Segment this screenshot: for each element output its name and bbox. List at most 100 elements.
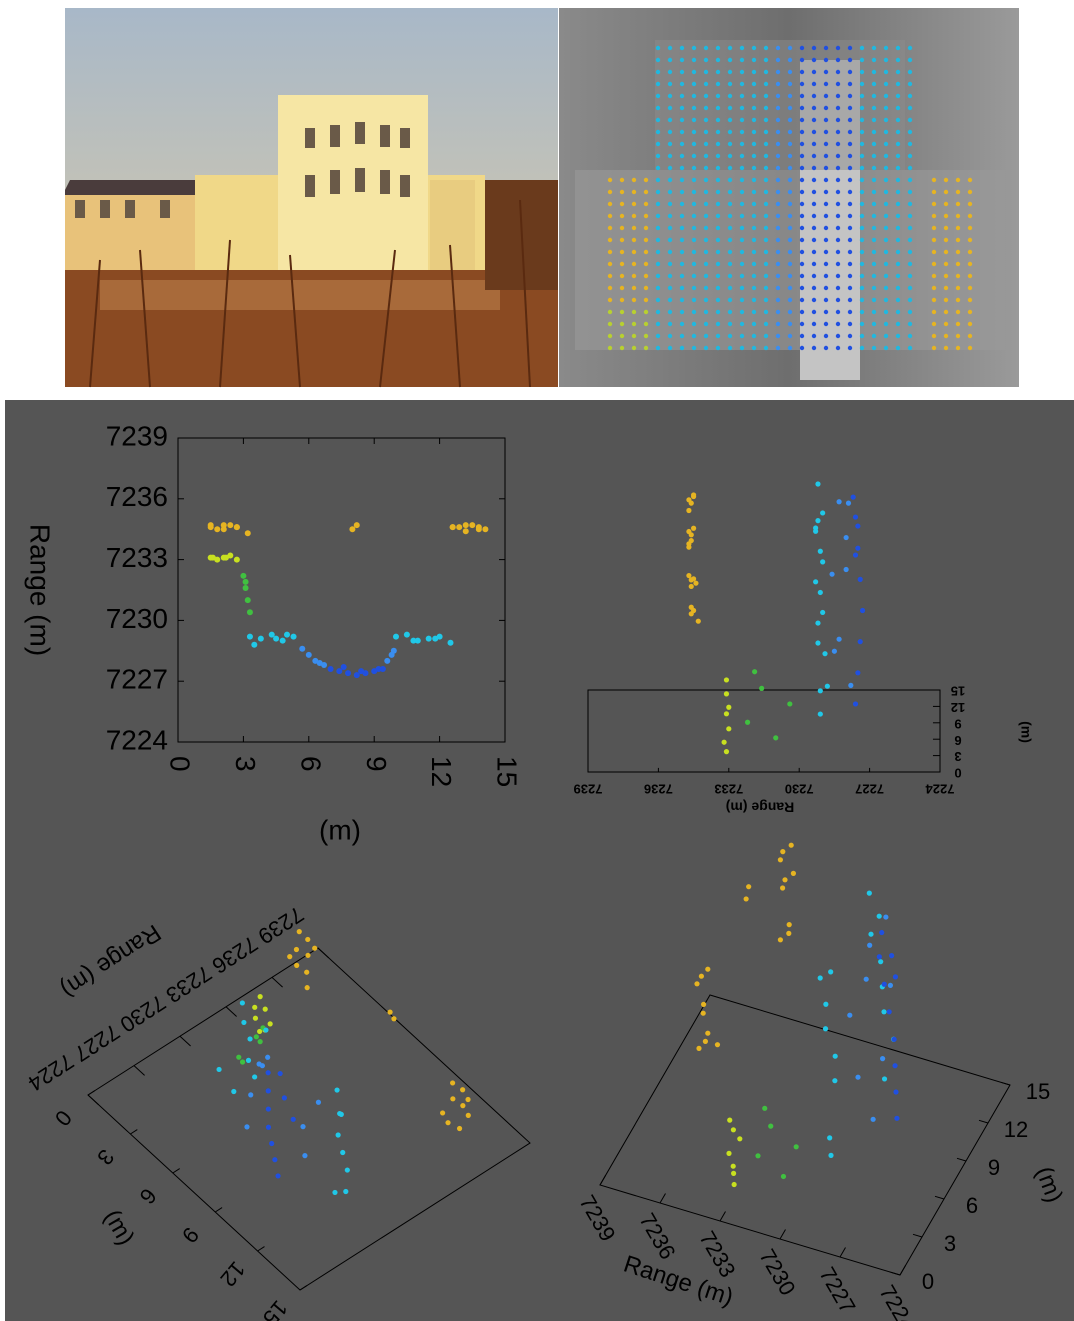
point	[476, 524, 482, 530]
overlay-dot	[704, 334, 708, 338]
overlay-dot	[812, 214, 816, 218]
overlay-dot	[752, 310, 756, 314]
overlay-dot	[884, 334, 888, 338]
point	[867, 943, 872, 948]
overlay-dot	[728, 322, 732, 326]
overlay-dot	[800, 274, 804, 278]
overlay-dot	[824, 142, 828, 146]
overlay-dot	[728, 130, 732, 134]
point	[393, 634, 399, 640]
overlay-dot	[740, 106, 744, 110]
overlay-dot	[896, 250, 900, 254]
overlay-dot	[884, 190, 888, 194]
overlay-dot	[884, 226, 888, 230]
overlay-dot	[704, 178, 708, 182]
point	[701, 1002, 706, 1007]
overlay-dot	[608, 250, 612, 254]
overlay-dot	[848, 166, 852, 170]
overlay-dot	[968, 202, 972, 206]
overlay-dot	[740, 334, 744, 338]
point	[820, 559, 825, 564]
overlay-dot	[932, 286, 936, 290]
point	[263, 1007, 268, 1012]
overlay-dot	[896, 226, 900, 230]
overlay-dot	[608, 274, 612, 278]
overlay-dot	[764, 154, 768, 158]
overlay-dot	[896, 46, 900, 50]
overlay-dot	[716, 250, 720, 254]
overlay-dot	[632, 274, 636, 278]
point	[334, 1087, 339, 1092]
overlay-dot	[704, 46, 708, 50]
overlay-dot	[740, 262, 744, 266]
overlay-dot	[740, 226, 744, 230]
overlay-dot	[872, 106, 876, 110]
overlay-dot	[896, 238, 900, 242]
point	[689, 605, 694, 610]
overlay-dot	[932, 202, 936, 206]
overlay-dot	[800, 238, 804, 242]
overlay-dot	[704, 322, 708, 326]
point	[705, 1031, 710, 1036]
overlay-dot	[896, 274, 900, 278]
point	[482, 526, 488, 532]
overlay-dot	[632, 334, 636, 338]
overlay-dot	[848, 214, 852, 218]
point	[263, 1027, 268, 1032]
x-tick-label: 7230	[785, 782, 814, 797]
overlay-dot	[632, 214, 636, 218]
overlay-dot	[752, 298, 756, 302]
overlay-dot	[656, 142, 660, 146]
overlay-dot	[908, 130, 912, 134]
point	[354, 522, 360, 528]
overlay-dot	[860, 250, 864, 254]
overlay-dot	[884, 106, 888, 110]
overlay-dot	[860, 154, 864, 158]
overlay-dot	[872, 238, 876, 242]
overlay-dot	[812, 142, 816, 146]
overlay-dot	[860, 142, 864, 146]
y-tick-label: 3	[944, 1231, 956, 1256]
overlay-dot	[752, 106, 756, 110]
y-tick-label: 12	[1004, 1117, 1028, 1142]
overlay-dot	[728, 166, 732, 170]
overlay-dot	[824, 310, 828, 314]
overlay-dot	[860, 214, 864, 218]
point	[246, 1058, 251, 1063]
overlay-dot	[848, 58, 852, 62]
overlay-dot	[872, 46, 876, 50]
x-tick-label: 7224	[925, 782, 955, 797]
overlay-dot	[680, 238, 684, 242]
x-axis-label: (m)	[319, 814, 361, 845]
overlay-dot	[836, 46, 840, 50]
x-tick-label: 6	[295, 756, 326, 772]
point	[855, 1075, 860, 1080]
overlay-dot	[872, 82, 876, 86]
point	[463, 528, 469, 534]
point	[752, 669, 757, 674]
overlay-dot	[668, 58, 672, 62]
overlay-dot	[884, 310, 888, 314]
overlay-dot	[620, 238, 624, 242]
overlay-dot	[704, 346, 708, 350]
overlay-dot	[716, 334, 720, 338]
overlay-dot	[872, 70, 876, 74]
overlay-dot	[800, 334, 804, 338]
overlay-dot	[872, 334, 876, 338]
overlay-dot	[824, 178, 828, 182]
overlay-dot	[944, 334, 948, 338]
point	[724, 677, 729, 682]
overlay-dot	[968, 214, 972, 218]
y-axis-label: (m)	[1018, 721, 1034, 743]
overlay-dot	[692, 106, 696, 110]
point	[894, 1116, 899, 1121]
overlay-dot	[800, 106, 804, 110]
overlay-dot	[728, 190, 732, 194]
overlay-dot	[656, 118, 660, 122]
overlay-dot	[956, 286, 960, 290]
overlay-dot	[884, 46, 888, 50]
overlay-dot	[680, 178, 684, 182]
overlay-dot	[632, 202, 636, 206]
overlay-dot	[716, 346, 720, 350]
overlay-dot	[896, 154, 900, 158]
